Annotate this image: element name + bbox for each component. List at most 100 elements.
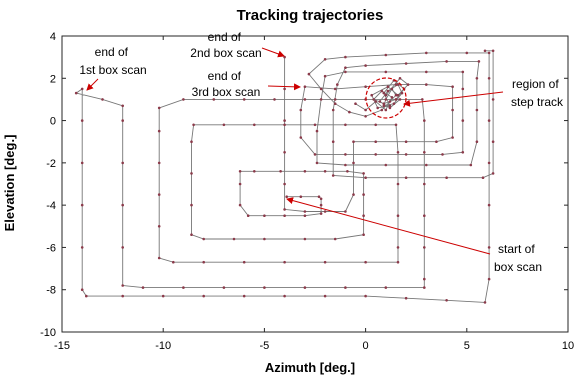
trajectory-1-point-89 (80, 119, 84, 122)
trajectory-2-point-60 (445, 176, 448, 179)
trajectory-1-point-38 (374, 123, 378, 127)
trajectory-2-point-58 (364, 176, 367, 179)
trajectory-2-point-51 (404, 62, 408, 65)
trajectory-2-point-25 (299, 136, 303, 139)
trajectory-2-point-36 (384, 70, 388, 74)
annotation-end-2nd-arrow (261, 47, 285, 58)
trajectory-1-point-49 (202, 260, 205, 264)
trajectory-1-point-117 (307, 72, 311, 76)
annotation-start-box-arrow (286, 197, 491, 255)
trajectory-2-point-5 (283, 182, 286, 186)
trajectory-3-point-13 (388, 104, 392, 108)
trajectory-1-point-106 (487, 246, 491, 249)
x-tick-label: -5 (260, 340, 270, 352)
trajectory-1-point-76 (263, 286, 266, 289)
trajectory-2-point-22 (333, 87, 337, 91)
trajectory-1-point-105 (487, 277, 491, 281)
trajectory-1-point-112 (465, 51, 469, 55)
trajectory-1-point-35 (283, 123, 286, 127)
trajectory-1-point-94 (85, 294, 88, 298)
trajectory-2-point-2 (283, 87, 286, 91)
trajectory-1-point-81 (121, 246, 124, 249)
trajectory-1-point-4 (319, 197, 323, 201)
trajectory-2-point-62 (491, 172, 495, 175)
trajectory-2-point-50 (445, 60, 448, 63)
trajectory-1-point-8 (283, 214, 286, 217)
trajectory-1-point-86 (101, 98, 104, 101)
trajectory-1-point-42 (396, 214, 400, 217)
trajectory-1-point-62 (333, 98, 337, 101)
trajectory-1-point-78 (182, 286, 185, 289)
trajectory-2-point-6 (283, 208, 286, 211)
trajectory-2-point-3 (283, 119, 286, 122)
trajectory-1-point-45 (364, 260, 367, 264)
trajectory-2-point-56 (331, 140, 335, 143)
trajectory-1-point-13 (238, 170, 242, 173)
trajectory-1-point-110 (487, 77, 491, 80)
trajectory-1-point-23 (333, 237, 337, 241)
trajectory-1-point-25 (263, 237, 266, 241)
trajectory-2-point-53 (344, 66, 347, 69)
trajectory-1-point-118 (319, 87, 323, 91)
trajectory-1-point-15 (279, 170, 282, 173)
trajectory-1-point-90 (80, 161, 84, 165)
trajectory-3-point-16 (386, 85, 390, 88)
trajectory-2-point-55 (331, 108, 335, 112)
trajectory-1-point-59 (242, 98, 246, 101)
trajectory-1-point-131 (386, 89, 390, 93)
trajectory-3-point-1 (354, 102, 357, 105)
trajectory-1-point-58 (212, 98, 216, 101)
annotation-end-2nd-text: end of 2nd box scan (190, 30, 261, 60)
x-axis-ticks: -15 -10 -5 0 5 10 (54, 36, 574, 352)
trajectory-2-point-33 (461, 87, 465, 91)
trajectory-1-point-60 (273, 98, 276, 101)
trajectory-2-point-4 (283, 151, 286, 154)
trajectory-2-point-35 (425, 70, 428, 74)
trajectory-1-point-91 (80, 203, 84, 207)
trajectory-1-point-114 (384, 53, 388, 57)
y-tick-label: -4 (46, 200, 56, 212)
trajectory-1-point-113 (425, 51, 428, 55)
trajectory-1-point-14 (253, 170, 256, 173)
trajectory-3-point-9 (394, 98, 398, 101)
annotation-end-3rd: end of 3rd box scan (192, 69, 301, 99)
trajectory-1-point-69 (423, 214, 426, 217)
trajectory-2-point-63 (491, 140, 495, 143)
x-axis-label: Azimuth [deg.] (265, 360, 355, 375)
trajectory-1-point-95 (121, 294, 124, 298)
trajectory-1-point-24 (303, 237, 307, 241)
trajectory-2-point-23 (303, 85, 307, 88)
trajectory-1-point-46 (323, 260, 327, 264)
trajectory-1-point-80 (121, 284, 124, 287)
trajectory-1-point-31 (190, 140, 193, 143)
trajectory-3-point-17 (396, 93, 400, 97)
annotation-end-3rd-arrow (267, 83, 301, 91)
trajectory-2-point-12 (352, 140, 355, 143)
trajectory-1-point-12 (238, 182, 242, 186)
trajectory-2-point-38 (323, 74, 327, 78)
trajectory-1-point-61 (303, 98, 307, 101)
trajectory-1-point-130 (396, 83, 400, 86)
trajectory-2 (284, 50, 494, 212)
trajectory-2-point-61 (481, 176, 485, 179)
trajectory-2-point-54 (336, 83, 339, 86)
trajectory-1-point-44 (396, 260, 400, 264)
trajectory-1-point-72 (423, 286, 426, 289)
trajectory-2-point-19 (425, 83, 428, 86)
trajectory-2-point-57 (331, 174, 335, 177)
trajectory-2-point-30 (441, 153, 444, 156)
trajectory-1-point-109 (487, 119, 491, 122)
trajectory-1-point-39 (394, 123, 398, 127)
trajectory-1-point-99 (283, 294, 286, 298)
trajectory-1-point-41 (396, 182, 400, 186)
trajectory-2-point-47 (475, 108, 479, 112)
trajectory-1-point-98 (242, 294, 246, 298)
y-tick-label: 0 (50, 116, 56, 128)
trajectory-1-point-53 (157, 193, 161, 196)
trajectory-3-point-3 (374, 100, 378, 103)
trajectory-1-point-100 (323, 294, 327, 298)
annotation-step-track: region of step track (365, 77, 564, 119)
trajectory-1-point-47 (283, 260, 286, 264)
trajectory-1-point-108 (487, 161, 491, 165)
trajectory-2-point-46 (475, 140, 479, 143)
